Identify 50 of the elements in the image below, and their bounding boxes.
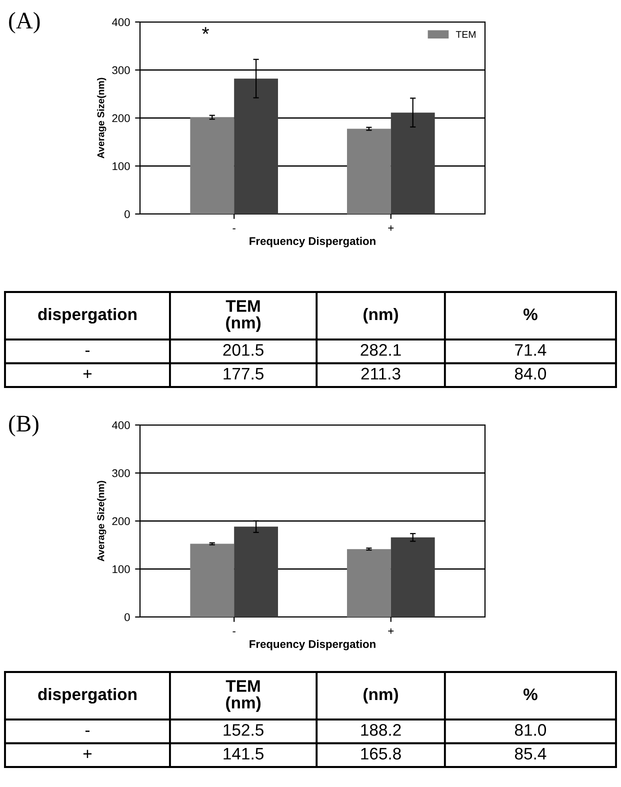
y-tick-label: 300: [112, 469, 130, 478]
text: 141.5: [224, 748, 264, 760]
text: 84.0: [514, 368, 546, 380]
bar: [347, 549, 391, 617]
bar: [190, 117, 234, 214]
y-tick-label: 300: [112, 66, 130, 74]
y-tick-label: 0: [124, 210, 130, 218]
text: 188.2: [361, 724, 401, 736]
bar: [234, 526, 278, 617]
bar: [390, 112, 435, 214]
y-axis-title: Average Size(nm): [97, 78, 106, 158]
text: +: [83, 370, 92, 378]
text: -: [85, 350, 90, 352]
text: 282.1: [360, 344, 401, 356]
y-axis-title: Average Size(nm): [97, 480, 106, 562]
text: 211.3: [361, 368, 400, 380]
text: 152.5: [224, 724, 264, 736]
x-axis-title: Frequency Dispergation: [250, 236, 376, 248]
text: 165.8: [361, 748, 401, 760]
annotation: *: [202, 27, 210, 34]
text: (nm): [364, 308, 398, 324]
y-tick-label: 100: [112, 565, 130, 574]
y-tick-label: 400: [112, 18, 130, 26]
text: 177.5: [224, 368, 264, 380]
y-tick-label: 200: [112, 114, 130, 122]
text: -: [85, 730, 90, 732]
legend-label: TEM: [456, 31, 476, 38]
x-axis-title: Frequency Dispergation: [250, 640, 376, 650]
text: %: [523, 688, 538, 700]
y-tick-label: 200: [112, 517, 130, 526]
text: 71.4: [515, 344, 546, 356]
text: dispergation: [38, 308, 136, 324]
bar: [347, 128, 391, 214]
bar: [390, 537, 435, 617]
text: TEM (nm): [226, 680, 261, 712]
text: 81.0: [514, 724, 546, 736]
text: +: [83, 750, 92, 758]
bar: [234, 78, 278, 214]
bar: [190, 544, 234, 617]
text: (nm): [364, 688, 398, 704]
text: %: [523, 308, 538, 320]
text: dispergation: [38, 688, 136, 704]
text: (B): [9, 415, 38, 436]
y-tick-label: 100: [112, 162, 130, 170]
text: TEM (nm): [226, 300, 261, 332]
text: 85.4: [514, 748, 546, 760]
text: 201.5: [223, 344, 264, 356]
y-tick-label: 0: [124, 613, 130, 622]
text: (A): [9, 12, 40, 34]
y-tick-label: 400: [112, 421, 130, 430]
